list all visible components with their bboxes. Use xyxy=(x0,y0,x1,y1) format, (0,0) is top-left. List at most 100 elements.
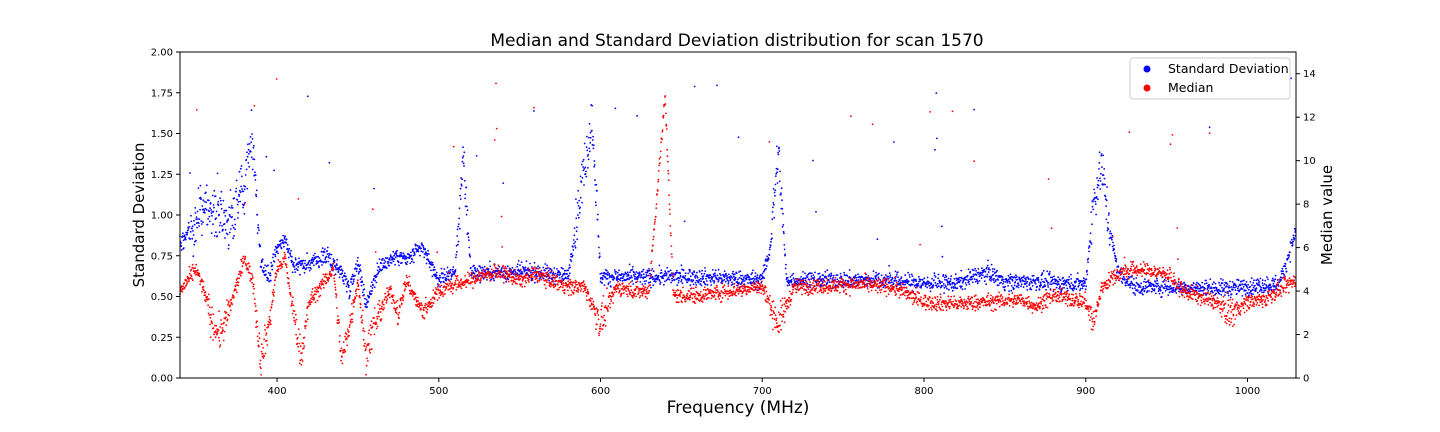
data-point xyxy=(227,300,230,303)
data-point xyxy=(461,178,463,181)
data-point xyxy=(198,272,201,275)
data-point xyxy=(293,310,296,312)
data-point xyxy=(483,265,486,268)
data-point xyxy=(698,278,701,281)
data-point xyxy=(713,282,715,284)
data-point xyxy=(895,279,898,282)
data-point xyxy=(583,142,586,145)
data-point xyxy=(1257,279,1260,282)
data-point xyxy=(500,275,503,277)
data-point xyxy=(709,281,712,283)
data-point xyxy=(265,265,268,268)
data-point xyxy=(291,255,293,258)
data-point xyxy=(444,289,447,291)
data-point xyxy=(469,255,472,258)
data-point xyxy=(768,254,771,256)
data-point xyxy=(520,283,523,286)
data-point xyxy=(351,318,353,321)
data-point xyxy=(289,255,292,257)
data-point xyxy=(997,284,1000,287)
data-point xyxy=(432,289,435,291)
data-point xyxy=(271,301,274,303)
data-point xyxy=(922,284,924,286)
data-point xyxy=(785,263,787,266)
data-point xyxy=(333,261,336,264)
data-point xyxy=(410,254,413,257)
data-point xyxy=(367,360,369,362)
data-point xyxy=(1082,279,1085,282)
data-point xyxy=(294,321,297,324)
data-point xyxy=(299,333,301,336)
data-point xyxy=(270,261,273,264)
data-point xyxy=(912,279,914,282)
data-point xyxy=(423,309,425,312)
data-point xyxy=(630,285,632,288)
data-point xyxy=(594,312,596,315)
data-point xyxy=(687,272,690,275)
data-point xyxy=(603,284,606,286)
data-point xyxy=(432,302,435,304)
data-point xyxy=(1170,290,1172,293)
data-point xyxy=(326,250,329,252)
data-point xyxy=(365,364,368,367)
data-point xyxy=(333,277,335,280)
data-point xyxy=(489,260,491,263)
data-point xyxy=(395,312,398,315)
data-point xyxy=(573,227,576,230)
data-point xyxy=(653,277,655,280)
data-point xyxy=(677,279,680,282)
data-point xyxy=(635,271,638,273)
data-point xyxy=(732,275,735,278)
data-point xyxy=(436,299,439,301)
data-point xyxy=(675,289,678,292)
data-point xyxy=(1017,284,1020,286)
data-point xyxy=(889,274,892,277)
data-point xyxy=(1014,281,1017,283)
data-point xyxy=(454,282,456,284)
data-point xyxy=(345,275,347,278)
data-point xyxy=(185,280,188,282)
data-point xyxy=(299,359,302,362)
data-point xyxy=(669,269,672,272)
data-point xyxy=(614,288,617,291)
data-point xyxy=(514,278,516,281)
data-point xyxy=(568,272,571,275)
data-point xyxy=(456,286,459,288)
data-point xyxy=(205,300,207,303)
data-point xyxy=(642,285,645,287)
data-point xyxy=(650,260,653,263)
data-point xyxy=(330,253,333,256)
data-point xyxy=(981,267,983,270)
data-point xyxy=(1048,272,1051,275)
data-point xyxy=(399,306,401,308)
data-point xyxy=(1152,283,1155,286)
data-point xyxy=(621,280,624,282)
data-point xyxy=(1209,278,1212,280)
data-point xyxy=(928,281,931,284)
data-point xyxy=(1100,172,1102,175)
data-point xyxy=(1063,279,1066,282)
data-point xyxy=(648,289,651,292)
data-point xyxy=(731,277,734,279)
data-point xyxy=(507,270,510,272)
data-point xyxy=(568,286,571,289)
data-point xyxy=(1262,284,1264,287)
data-point xyxy=(1098,168,1100,170)
data-point xyxy=(917,276,920,278)
data-point xyxy=(639,281,642,283)
data-point xyxy=(676,284,679,287)
data-point xyxy=(1134,294,1137,296)
data-point xyxy=(224,237,226,239)
data-point xyxy=(405,274,408,277)
data-point xyxy=(1089,232,1092,235)
data-point xyxy=(918,280,921,283)
data-point xyxy=(400,299,402,302)
data-point xyxy=(544,263,547,265)
data-point xyxy=(338,321,341,324)
data-point xyxy=(1079,289,1081,292)
data-point xyxy=(287,256,290,259)
data-point xyxy=(511,266,514,269)
data-point xyxy=(588,136,590,139)
data-point xyxy=(241,188,244,190)
data-point xyxy=(368,329,371,332)
